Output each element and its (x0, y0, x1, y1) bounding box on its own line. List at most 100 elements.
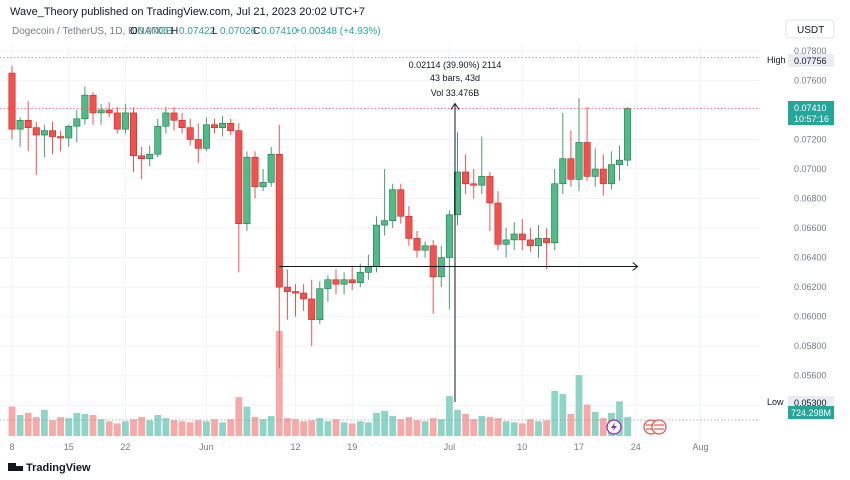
candle-body (81, 94, 89, 120)
y-tick-label: 0.07600 (794, 75, 827, 85)
y-tick-label: 0.05800 (794, 341, 827, 351)
candle-body (462, 171, 470, 185)
measure-line-1: 0.02114 (39.90%) 2114 (409, 60, 502, 70)
volume-bars (8, 331, 631, 436)
x-tick-label: Aug (692, 442, 708, 452)
us-flag-event-icon-2[interactable] (651, 419, 667, 435)
candle-body (8, 72, 16, 130)
volume-bar (348, 423, 356, 436)
candle-body (24, 119, 32, 128)
volume-bar (154, 415, 162, 436)
candle-body (567, 158, 575, 180)
publisher-line: Wave_Theory published on TradingView.com… (10, 6, 365, 18)
volume-bar (186, 422, 194, 436)
volume-bar (494, 418, 502, 436)
last-price-badge (788, 101, 834, 125)
candle-body (445, 214, 453, 258)
last-price: 0.07410 (794, 103, 827, 113)
candle-body (235, 130, 243, 224)
candle-body (275, 153, 283, 288)
currency-button[interactable] (785, 19, 835, 39)
candle-body (364, 266, 372, 273)
candle-body (429, 245, 437, 278)
candle-body (437, 257, 445, 278)
candle-body (470, 183, 478, 186)
candle-body (575, 142, 583, 180)
candle-body (40, 130, 48, 136)
volume-bar (583, 404, 591, 436)
volume-bar (527, 419, 534, 436)
volume-bar (591, 411, 599, 436)
ohlc-value-l: 0.07026 (220, 26, 257, 37)
candle-body (32, 127, 40, 136)
y-tick-label: 0.06800 (794, 194, 827, 204)
countdown: 10:57:16 (794, 114, 829, 124)
volume-bar (73, 412, 81, 436)
ohlc-value-o: 0.07061 (138, 26, 175, 37)
volume-bar (543, 420, 550, 436)
candle-body (121, 112, 129, 130)
volume-bar (8, 406, 16, 436)
volume-bar (178, 421, 186, 436)
ohlc-value-c: 0.07410 (261, 26, 298, 37)
x-tick-label: 17 (574, 442, 584, 452)
candle-body (332, 279, 340, 285)
currency-label: USDT (797, 25, 824, 36)
high-label: High (767, 55, 786, 65)
candle-body (510, 233, 518, 241)
candle-body (356, 272, 364, 283)
volume-bar (300, 421, 307, 436)
candle-body (48, 130, 56, 137)
volume-bar (340, 422, 348, 436)
volume-bar (41, 409, 48, 436)
ohlc-key-h: H (171, 26, 178, 37)
volume-bar (518, 423, 526, 436)
price-axis[interactable]: 0.078000.076000.074000.072000.070000.068… (794, 46, 827, 410)
candle-body (138, 155, 146, 159)
volume-bar (292, 419, 299, 436)
candle-body (259, 182, 267, 188)
candle-body (486, 176, 494, 204)
candle-body (267, 153, 275, 183)
candle-body (16, 119, 24, 130)
volume-bar (624, 417, 631, 436)
candle-body (559, 158, 567, 185)
candle-body (283, 286, 291, 292)
candle-body (211, 124, 219, 128)
volume-bar (446, 396, 453, 436)
candle-body (372, 224, 380, 267)
volume-bar (559, 394, 567, 436)
candles (8, 65, 632, 369)
candle-body (526, 239, 534, 247)
x-tick-label: 8 (9, 442, 14, 452)
low-value: 0.05300 (794, 398, 827, 408)
volume-bar (308, 420, 316, 436)
volume-bar (567, 413, 575, 436)
candle-body (381, 220, 389, 226)
volume-bar (510, 422, 518, 436)
volume-bar (194, 420, 202, 436)
volume-bar (332, 419, 340, 436)
time-axis[interactable]: 8 15 22 Jun 12 19 Jul 10 17 24 Aug (9, 442, 708, 452)
lightning-event-icon[interactable] (606, 419, 622, 435)
tradingview-logo-icon (8, 463, 23, 471)
volume-bar (478, 416, 486, 436)
volume-bar (146, 420, 154, 436)
low-label: Low (767, 397, 784, 407)
x-tick-label: 19 (347, 442, 357, 452)
volume-bar (275, 331, 283, 436)
volume-bar (616, 401, 623, 436)
candle-body (340, 279, 348, 285)
candle-body (591, 168, 599, 177)
price-change: +0.00348 (+4.93%) (295, 26, 381, 37)
high-value-badge (788, 54, 834, 67)
candle-body (170, 112, 178, 121)
ohlc-key-o: O (130, 26, 138, 37)
volume-bar (243, 406, 251, 436)
x-tick-label: 10 (517, 442, 527, 452)
candle-body (300, 292, 308, 300)
candle-body (202, 124, 210, 149)
volume-bar (81, 413, 89, 436)
